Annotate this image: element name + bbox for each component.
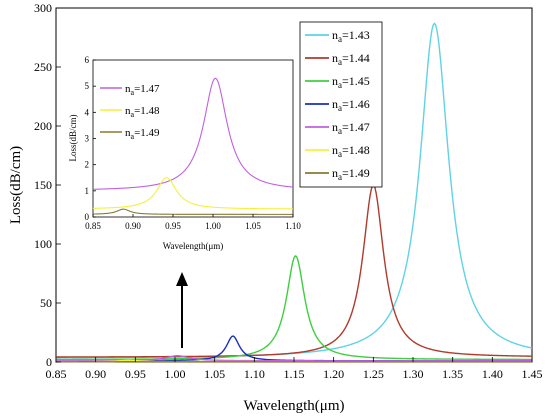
inset-x-axis-ticks: 0.85 0.90 0.95 1.00 1.05 1.10 <box>85 214 301 231</box>
main-y-tick-label-2: 100 <box>34 237 52 251</box>
inset-legend-symbol-2: n <box>125 127 131 139</box>
main-legend-entry-5: na=1.48 <box>332 143 370 159</box>
inset-x-axis-label: Wavelength(μm) <box>163 241 224 251</box>
inset-legend-subscript-0: a <box>131 88 135 97</box>
inset-x-tick-label-3: 1.00 <box>205 221 221 231</box>
main-legend-entry-4: na=1.47 <box>332 120 370 136</box>
inset-background <box>93 60 293 217</box>
main-x-tick-label-1: 0.90 <box>85 367 106 381</box>
inset-legend-entry-0: na=1.47 <box>125 83 160 97</box>
main-series-line-1 <box>56 184 533 358</box>
main-legend-symbol-0: n <box>332 28 338 42</box>
main-y-tick-label-5: 250 <box>34 60 52 74</box>
main-legend-subscript-4: a <box>338 126 342 136</box>
main-legend-value-1: =1.44 <box>342 51 370 65</box>
main-legend-value-3: =1.46 <box>342 97 370 111</box>
main-x-tick-label-12: 1.45 <box>522 367 543 381</box>
inset-y-tick-label-1: 1 <box>85 186 90 196</box>
main-legend-subscript-1: a <box>338 57 342 67</box>
inset-series-lines <box>92 77 294 215</box>
inset-legend-subscript-1: a <box>131 110 135 119</box>
main-y-tick-label-1: 50 <box>40 296 52 310</box>
inset-x-tick-label-4: 1.05 <box>245 221 261 231</box>
inset-y-tick-label-4: 4 <box>85 107 90 117</box>
main-legend-subscript-0: a <box>338 34 342 44</box>
inset-legend-value-2: =1.49 <box>134 127 160 139</box>
main-legend-symbol-1: n <box>332 51 338 65</box>
inset-y-tick-label-3: 3 <box>85 134 90 144</box>
inset-x-tick-label-1: 0.90 <box>125 221 141 231</box>
main-legend-value-0: =1.43 <box>342 28 370 42</box>
main-legend-symbol-4: n <box>332 120 338 134</box>
main-legend-symbol-2: n <box>332 74 338 88</box>
main-y-tick-label-6: 300 <box>34 1 52 15</box>
main-y-axis-label: Loss(dB/cm) <box>8 146 24 224</box>
main-legend-symbol-6: n <box>332 166 338 180</box>
inset-legend-entry-1: na=1.48 <box>125 105 160 119</box>
main-legend-value-6: =1.49 <box>342 166 370 180</box>
inset-x-tick-label-5: 1.10 <box>285 221 301 231</box>
main-legend-subscript-6: a <box>338 172 342 182</box>
inset-legend-subscript-2: a <box>131 132 135 141</box>
main-legend-value-4: =1.47 <box>342 120 370 134</box>
inset-y-tick-label-5: 5 <box>85 81 90 91</box>
main-legend-subscript-3: a <box>338 103 342 113</box>
main-series-line-2 <box>56 255 532 361</box>
inset-legend-symbol-1: n <box>125 105 131 117</box>
inset-y-tick-label-6: 6 <box>85 55 90 65</box>
main-x-tick-label-9: 1.30 <box>403 367 424 381</box>
main-legend-symbol-3: n <box>332 97 338 111</box>
inset-x-tick-label-0: 0.85 <box>85 221 101 231</box>
main-legend: na=1.43na=1.44na=1.45na=1.46na=1.47na=1.… <box>299 21 383 188</box>
inset-legend-symbol-0: n <box>125 83 131 95</box>
main-legend-symbol-5: n <box>332 143 338 157</box>
main-legend-entry-2: na=1.45 <box>332 74 370 90</box>
main-legend-entry-6: na=1.49 <box>332 166 370 182</box>
main-x-tick-label-5: 1.10 <box>244 367 265 381</box>
inset-legend-value-0: =1.47 <box>134 83 160 95</box>
main-y-tick-label-0: 0 <box>46 355 52 369</box>
main-legend-subscript-2: a <box>338 80 342 90</box>
main-y-tick-label-4: 200 <box>34 119 52 133</box>
main-x-tick-label-8: 1.25 <box>363 367 384 381</box>
main-x-axis-label: Wavelength(μm) <box>244 398 345 414</box>
main-legend-entry-1: na=1.44 <box>332 51 370 67</box>
main-legend-subscript-5: a <box>338 149 342 159</box>
inset-series-line-2 <box>92 208 293 215</box>
main-x-tick-label-7: 1.20 <box>323 367 344 381</box>
main-legend-entry-0: na=1.43 <box>332 28 370 44</box>
main-x-tick-label-2: 0.95 <box>125 367 146 381</box>
inset-series-line-0 <box>92 77 294 190</box>
inset-x-tick-label-2: 0.95 <box>165 221 181 231</box>
main-y-axis-ticks: 0 50 100 150 200 250 300 <box>34 1 61 369</box>
annotation-arrow <box>176 272 188 348</box>
inset-y-tick-label-2: 2 <box>85 160 90 170</box>
main-y-tick-label-3: 150 <box>34 178 52 192</box>
main-legend-value-2: =1.45 <box>342 74 370 88</box>
main-legend-entry-3: na=1.46 <box>332 97 370 113</box>
main-x-tick-label-4: 1.05 <box>204 367 225 381</box>
main-x-tick-label-10: 1.35 <box>442 367 463 381</box>
inset-y-axis-ticks: 0 1 2 3 4 5 6 <box>85 55 96 222</box>
inset-y-axis-label: Loss(dB/cm) <box>68 115 78 162</box>
inset-y-tick-label-0: 0 <box>85 212 90 222</box>
main-legend-value-5: =1.48 <box>342 143 370 157</box>
main-x-tick-label-6: 1.15 <box>284 367 305 381</box>
main-x-tick-label-3: 1.00 <box>165 367 186 381</box>
main-x-tick-label-11: 1.40 <box>482 367 503 381</box>
inset-series-line-1 <box>92 177 293 210</box>
inset-legend-entry-2: na=1.49 <box>125 127 160 141</box>
main-x-axis-ticks: 0.85 0.90 0.95 1.00 1.05 1.10 1.15 1.20 1.25 1.30… <box>46 357 543 381</box>
main-x-tick-label-0: 0.85 <box>46 367 67 381</box>
inset-legend-value-1: =1.48 <box>134 105 160 117</box>
